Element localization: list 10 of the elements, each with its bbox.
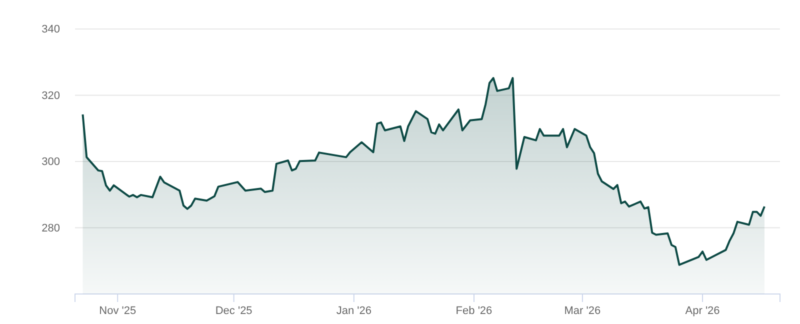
y-tick-label: 280 [42, 222, 60, 234]
y-tick-label: 340 [42, 24, 60, 36]
x-tick-label: Nov '25 [99, 304, 136, 317]
x-tick-label: Apr '26 [685, 304, 720, 317]
x-tick-label: Feb '26 [456, 304, 492, 317]
x-tick-label: Jan '26 [336, 304, 372, 317]
y-tick-label: 300 [42, 156, 60, 168]
y-tick-label: 320 [42, 90, 60, 102]
x-tick-label: Dec '25 [215, 304, 252, 317]
x-tick-label: Mar '26 [564, 304, 601, 317]
